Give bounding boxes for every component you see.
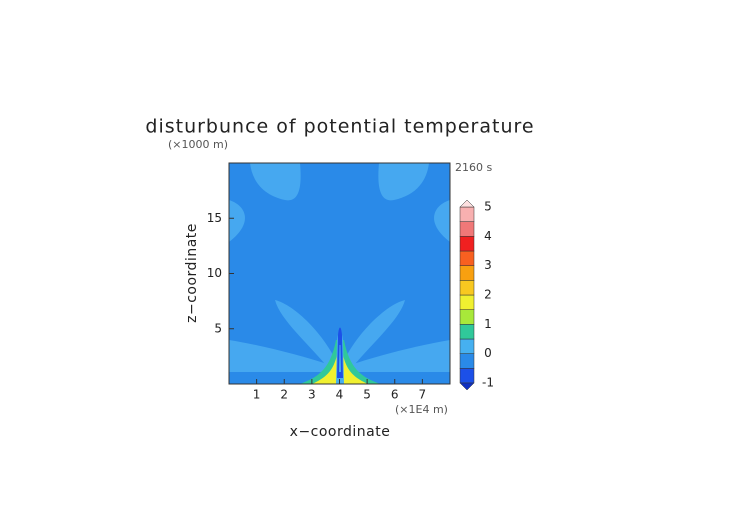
y-tick-label: 5 — [214, 321, 222, 335]
colorbar-tick-label: 0 — [484, 346, 492, 360]
field-plume-inner — [339, 345, 341, 372]
colorbar-segment — [459, 236, 475, 252]
chart-title: disturbunce of potential temperature — [145, 116, 534, 138]
colorbar-segment — [459, 368, 475, 384]
colorbar-tick-label: 2 — [484, 288, 492, 302]
x-tick-label: 5 — [363, 388, 371, 402]
x-tick-label: 2 — [280, 388, 288, 402]
colorbar-segment — [459, 206, 475, 222]
colorbar-tick-label: 1 — [484, 317, 492, 331]
colorbar-tick-label: -1 — [482, 376, 494, 390]
y-axis-label: z−coordinate — [184, 223, 200, 323]
contour-field — [228, 162, 451, 385]
x-tick-label: 3 — [308, 388, 316, 402]
colorbar-tick-label: 5 — [484, 200, 492, 214]
colorbar-tick-label: 3 — [484, 258, 492, 272]
colorbar-tick-label: 4 — [484, 229, 492, 243]
x-tick-label: 6 — [391, 388, 399, 402]
y-tick-label: 10 — [207, 266, 222, 280]
field-regions — [229, 163, 450, 372]
time-label: 2160 s — [455, 161, 492, 174]
colorbar-segment — [459, 338, 475, 354]
y-tick-label: 15 — [207, 211, 222, 225]
colorbar-segment — [459, 280, 475, 296]
y-unit: (×1000 m) — [168, 138, 228, 151]
colorbar-segment — [459, 309, 475, 325]
colorbar-extend-bottom — [459, 382, 475, 391]
x-tick-label: 1 — [253, 388, 261, 402]
colorbar-segment — [459, 221, 475, 237]
colorbar-segment — [459, 265, 475, 281]
colorbar-segment — [459, 324, 475, 340]
colorbar-segment — [459, 353, 475, 369]
x-tick-label: 7 — [419, 388, 427, 402]
x-unit: (×1E4 m) — [395, 403, 448, 416]
x-axis-label: x−coordinate — [290, 424, 391, 440]
x-tick-label: 4 — [336, 388, 344, 402]
colorbar-segment — [459, 294, 475, 310]
colorbar-extend-top — [459, 199, 475, 208]
colorbar-segment — [459, 250, 475, 266]
